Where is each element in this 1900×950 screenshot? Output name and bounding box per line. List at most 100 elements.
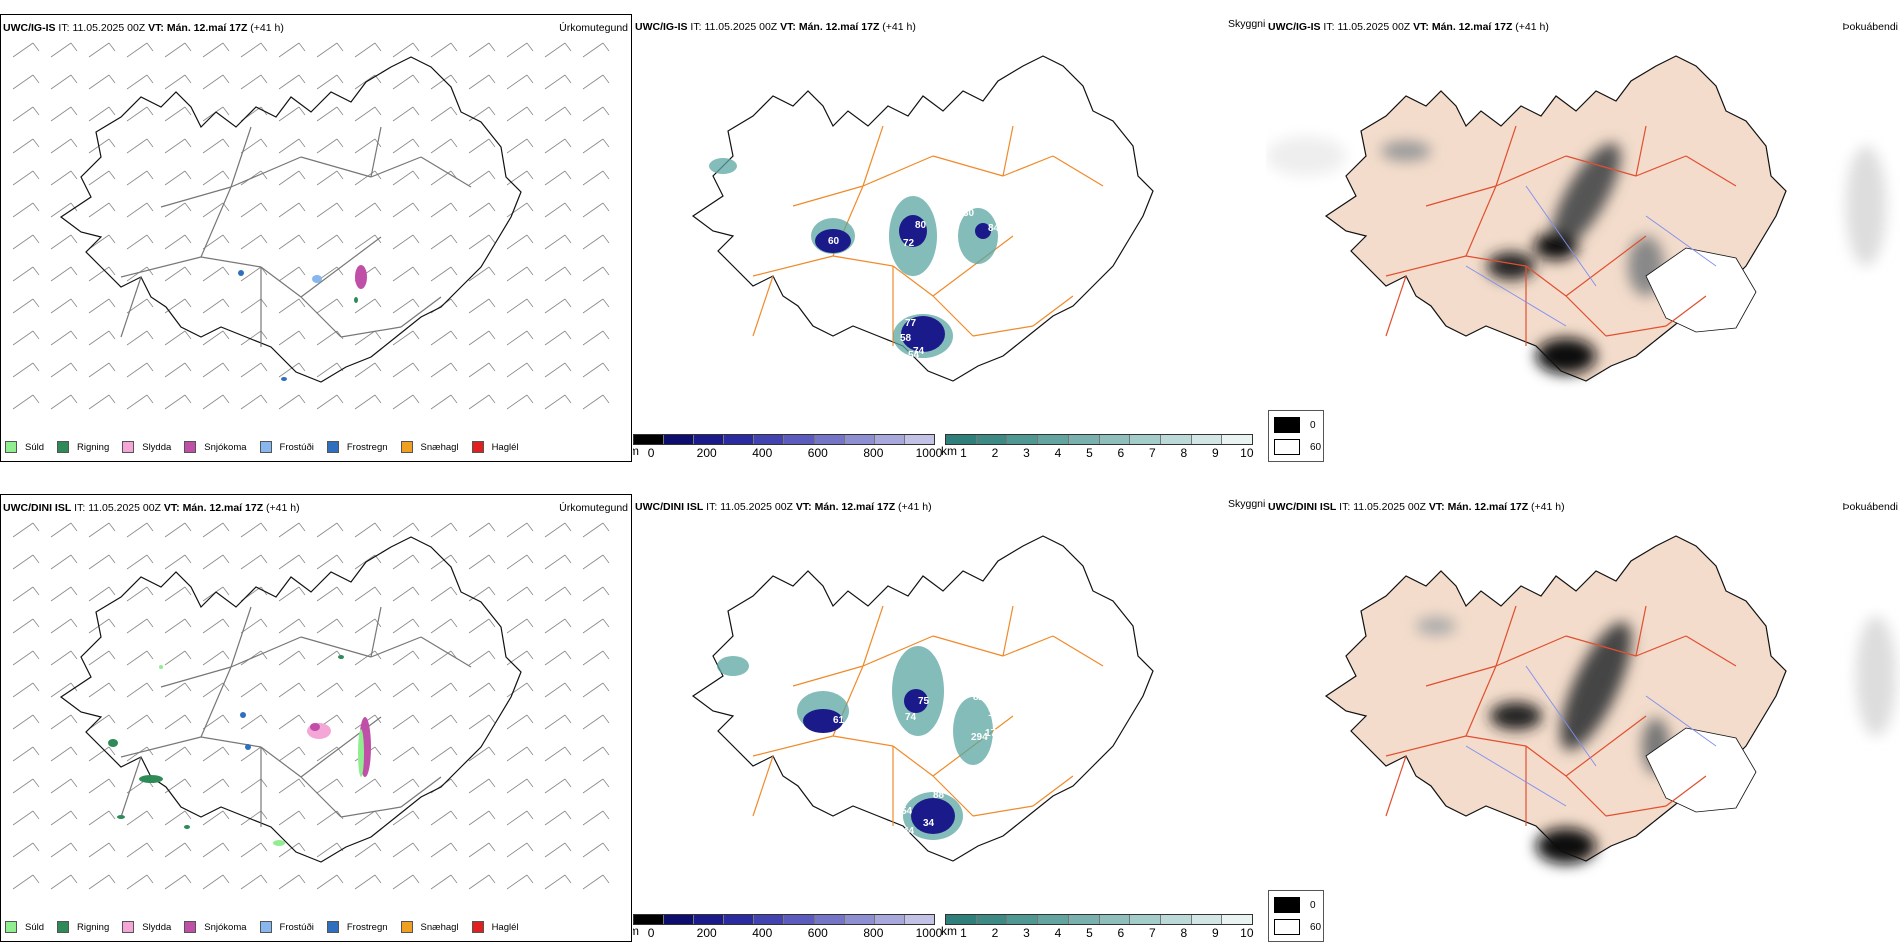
- colorbar-swatch: [976, 915, 1008, 924]
- panel-name: Úrkomutegund: [559, 22, 628, 34]
- wind-barb: [544, 522, 566, 538]
- wind-barb: [278, 522, 300, 538]
- road: [1052, 635, 1104, 667]
- colorbar-tick: 9: [1212, 926, 1219, 940]
- wind-barb: [278, 618, 300, 634]
- wind-barb: [392, 170, 414, 186]
- road: [1565, 235, 1647, 297]
- wind-barb: [202, 234, 224, 250]
- wind-barb: [316, 74, 338, 90]
- legend-label: Frostregn: [346, 441, 388, 453]
- colorbar-swatch: [694, 915, 725, 924]
- wind-barb: [506, 810, 528, 826]
- wind-barb: [50, 874, 72, 890]
- fog-swatch: [1274, 439, 1300, 455]
- wind-barb: [506, 874, 528, 890]
- road: [230, 156, 302, 188]
- wind-barb: [354, 106, 376, 122]
- wind-barb: [126, 746, 148, 762]
- wind-barb: [164, 586, 186, 602]
- colorbar-tick: 8: [1180, 446, 1188, 460]
- wind-barb: [240, 842, 262, 858]
- iceland-coastline: [59, 56, 522, 383]
- colorbar-tick: 0: [647, 446, 655, 460]
- wind-barb: [544, 810, 566, 826]
- fog-map-bottom: [1324, 535, 1896, 864]
- colorbar-tick: 400: [752, 446, 773, 460]
- wind-barb: [544, 42, 566, 58]
- road: [1565, 635, 1637, 657]
- legend-item: Frostúði: [259, 441, 314, 453]
- wind-barb: [88, 394, 110, 410]
- wind-barb: [582, 746, 604, 762]
- wind-barb: [278, 330, 300, 346]
- wind-barb: [88, 362, 110, 378]
- wind-barb: [12, 234, 34, 250]
- wind-barb: [506, 362, 528, 378]
- colorbar-tick: 1000: [915, 926, 943, 940]
- visibility-cells: [709, 158, 998, 358]
- road: [1495, 155, 1567, 187]
- colorbar-tick: 3: [1023, 446, 1030, 460]
- fog-label: 60: [1310, 921, 1322, 933]
- wind-barb: [544, 330, 566, 346]
- wind-barb: [468, 106, 490, 122]
- road: [1565, 715, 1647, 777]
- colorbar-tick: 6: [1117, 926, 1125, 940]
- wind-barb: [544, 138, 566, 154]
- wind-barb: [430, 234, 452, 250]
- wind-barb: [582, 330, 604, 346]
- wind-barb: [12, 586, 34, 602]
- colorbar-swatch: [1038, 435, 1069, 444]
- wind-barb: [12, 74, 34, 90]
- wind-barb: [392, 202, 414, 218]
- colorbar-tick: 800: [863, 446, 884, 460]
- wind-barb: [240, 714, 262, 730]
- wind-barb: [430, 810, 452, 826]
- wind-barb: [544, 266, 566, 282]
- wind-barb: [164, 106, 186, 122]
- legend-label: Slydda: [142, 921, 172, 933]
- cloud-base-cell: [975, 223, 991, 239]
- wind-barb: [126, 106, 148, 122]
- legend-swatch: [400, 921, 413, 933]
- precip-type-legend: Súld Rigning Slydda Snjókoma Frostúði Frostre…: [5, 441, 532, 453]
- cloud-base-cell: [901, 316, 945, 352]
- cloud-base-label: 77: [905, 318, 917, 329]
- wind-barb: [50, 554, 72, 570]
- wind-barb: [278, 810, 300, 826]
- wind-barb: [126, 266, 148, 282]
- wind-barb: [164, 554, 186, 570]
- wind-barb: [544, 650, 566, 666]
- wind-barb: [430, 522, 452, 538]
- road: [1635, 155, 1687, 177]
- wind-barb: [316, 106, 338, 122]
- cloud-base-cells: [803, 689, 955, 834]
- wind-barb: [544, 618, 566, 634]
- wind-barb: [354, 298, 376, 314]
- wind-barb: [544, 554, 566, 570]
- wind-barb: [582, 586, 604, 602]
- colorbar-tick: 2: [991, 926, 999, 940]
- wind-barb: [126, 234, 148, 250]
- road: [1465, 735, 1527, 747]
- wind-barb: [240, 330, 262, 346]
- colorbar-tick: 2: [991, 446, 999, 460]
- wind-barb: [50, 746, 72, 762]
- cloud-base-label: 294: [971, 732, 988, 743]
- road: [832, 255, 894, 267]
- wind-barb: [240, 362, 262, 378]
- wind-barb: [50, 42, 72, 58]
- colorbar-swatch: [1038, 915, 1069, 924]
- wind-barb: [12, 298, 34, 314]
- wind-barb: [12, 778, 34, 794]
- wind-barb: [468, 170, 490, 186]
- wind-barb: [392, 586, 414, 602]
- wind-barb: [506, 554, 528, 570]
- wind-barb: [240, 874, 262, 890]
- wind-barb: [506, 74, 528, 90]
- fog-map-top: [1266, 55, 1886, 382]
- wind-barb: [354, 234, 376, 250]
- wind-barb: [316, 586, 338, 602]
- wind-barb: [582, 74, 604, 90]
